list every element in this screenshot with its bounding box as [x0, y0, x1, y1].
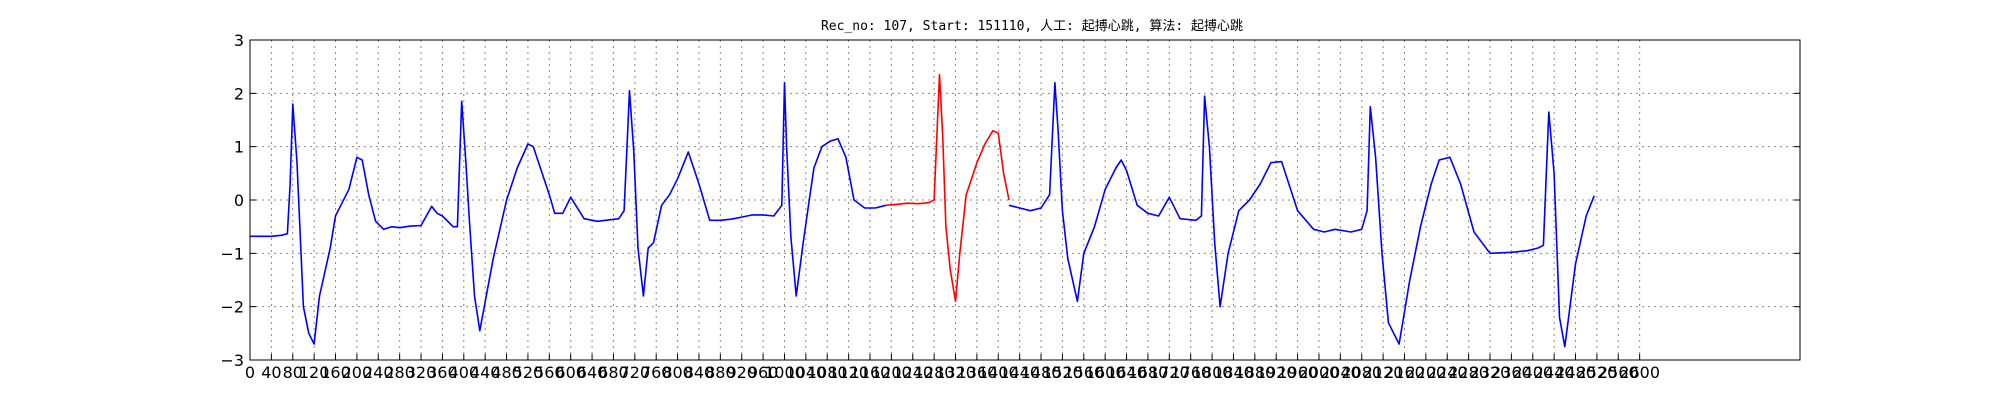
x-tick-label-41: 1640	[1106, 363, 1147, 382]
x-tick-label-44: 1760	[1170, 363, 1211, 382]
x-tick-label-2: 80	[283, 363, 303, 382]
x-tick-label-64: 2560	[1598, 363, 1639, 382]
x-tick-label-8: 320	[406, 363, 437, 382]
x-tick-label-57: 2280	[1448, 363, 1489, 382]
x-tick-label-52: 2080	[1341, 363, 1382, 382]
x-tick-label-58: 2320	[1470, 363, 1511, 382]
x-tick-label-27: 1080	[807, 363, 848, 382]
x-tick-label-42: 1680	[1128, 363, 1169, 382]
x-tick-label-31: 1240	[892, 363, 933, 382]
x-tick-label-23: 920	[726, 363, 757, 382]
y-axis: −3 −2 −1 0 1 2 3	[220, 31, 1800, 370]
x-tick-label-34: 1360	[957, 363, 998, 382]
x-tick-label-13: 520	[513, 363, 544, 382]
x-tick-label-35: 1400	[978, 363, 1019, 382]
x-tick-label-37: 1480	[1021, 363, 1062, 382]
x-tick-label-45: 1800	[1192, 363, 1233, 382]
x-tick-label-62: 2480	[1555, 363, 1596, 382]
y-tick-label-1: −2	[220, 298, 244, 317]
x-tick-label-24: 960	[748, 363, 779, 382]
x-tick-label-19: 760	[641, 363, 672, 382]
x-tick-label-63: 2520	[1577, 363, 1618, 382]
x-tick-label-36: 1440	[999, 363, 1040, 382]
x-tick-label-7: 280	[384, 363, 415, 382]
x-tick-label-14: 560	[534, 363, 565, 382]
x-tick-label-43: 1720	[1149, 363, 1190, 382]
x-tick-label-30: 1200	[871, 363, 912, 382]
x-tick-label-39: 1560	[1063, 363, 1104, 382]
x-tick-label-59: 2360	[1491, 363, 1532, 382]
x-tick-label-60: 2400	[1512, 363, 1553, 382]
x-tick-label-48: 1920	[1256, 363, 1297, 382]
x-tick-label-10: 400	[449, 363, 480, 382]
x-tick-label-40: 1600	[1085, 363, 1126, 382]
x-tick-label-46: 1840	[1213, 363, 1254, 382]
series-line-1	[885, 73, 1010, 303]
x-tick-label-15: 600	[555, 363, 586, 382]
x-tick-label-65: 2600	[1619, 363, 1660, 382]
y-tick-label-4: 1	[234, 138, 244, 157]
x-tick-label-9: 360	[427, 363, 458, 382]
x-tick-label-26: 1040	[786, 363, 827, 382]
series-line-0	[250, 81, 887, 345]
y-tick-label-3: 0	[234, 191, 244, 210]
x-tick-label-28: 1120	[828, 363, 869, 382]
x-tick-label-22: 880	[705, 363, 736, 382]
x-tick-label-25: 1000	[764, 363, 805, 382]
x-tick-label-49: 1960	[1277, 363, 1318, 382]
grid	[250, 40, 1800, 360]
x-tick-label-11: 440	[470, 363, 501, 382]
x-tick-label-4: 160	[320, 363, 351, 382]
x-tick-label-3: 120	[299, 363, 330, 382]
x-tick-label-12: 480	[491, 363, 522, 382]
x-tick-label-53: 2120	[1363, 363, 1404, 382]
x-tick-label-38: 1520	[1042, 363, 1083, 382]
x-tick-label-16: 640	[577, 363, 608, 382]
x-tick-label-20: 800	[662, 363, 693, 382]
y-tick-label-0: −3	[220, 351, 244, 370]
chart-title: Rec_no: 107, Start: 151110, 人工: 起搏心跳, 算法…	[821, 18, 1243, 34]
x-tick-label-56: 2240	[1427, 363, 1468, 382]
series-layer	[250, 73, 1595, 348]
y-tick-label-5: 2	[234, 84, 244, 103]
x-tick-label-54: 2160	[1384, 363, 1425, 382]
x-tick-label-18: 720	[620, 363, 651, 382]
x-tick-label-0: 0	[245, 363, 255, 382]
x-tick-label-47: 1880	[1234, 363, 1275, 382]
x-tick-label-33: 1320	[935, 363, 976, 382]
x-tick-label-6: 240	[363, 363, 394, 382]
y-tick-label-6: 3	[234, 31, 244, 50]
x-tick-label-17: 680	[598, 363, 629, 382]
x-tick-label-32: 1280	[914, 363, 955, 382]
x-tick-label-51: 2040	[1320, 363, 1361, 382]
x-tick-label-55: 2200	[1406, 363, 1447, 382]
series-line-2	[1008, 81, 1595, 348]
x-tick-label-21: 840	[684, 363, 715, 382]
x-tick-label-29: 1160	[850, 363, 891, 382]
x-axis: 0 40 8012016020024028032036040044048052056…	[245, 354, 1660, 382]
x-tick-label-1: 40	[261, 363, 281, 382]
x-tick-label-50: 2000	[1299, 363, 1340, 382]
x-tick-label-61: 2440	[1534, 363, 1575, 382]
x-tick-label-5: 200	[342, 363, 373, 382]
y-tick-label-2: −1	[220, 244, 244, 263]
